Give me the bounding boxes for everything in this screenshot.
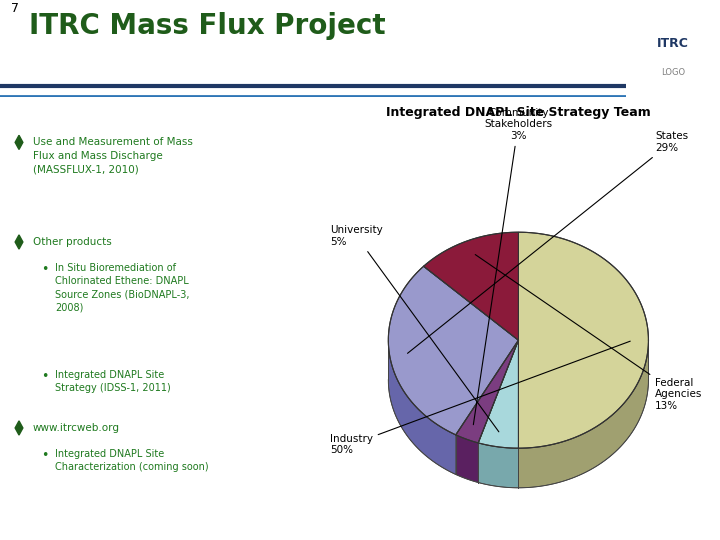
- Polygon shape: [423, 232, 518, 340]
- Text: www.itrcweb.org: www.itrcweb.org: [33, 423, 120, 433]
- Text: Use and Measurement of Mass
Flux and Mass Discharge
(MASSFLUX-1, 2010): Use and Measurement of Mass Flux and Mas…: [33, 137, 193, 174]
- Text: Community
Stakeholders
3%: Community Stakeholders 3%: [473, 107, 552, 424]
- Text: Federal
Agencies
13%: Federal Agencies 13%: [475, 254, 702, 411]
- Polygon shape: [15, 421, 23, 435]
- Polygon shape: [518, 232, 649, 448]
- Polygon shape: [15, 235, 23, 249]
- Text: Integrated DNAPL Site Strategy Team: Integrated DNAPL Site Strategy Team: [386, 106, 651, 119]
- Polygon shape: [15, 136, 23, 150]
- Text: ITRC Mass Flux Project: ITRC Mass Flux Project: [29, 12, 385, 40]
- Text: Integrated DNAPL Site
Characterization (coming soon): Integrated DNAPL Site Characterization (…: [55, 449, 209, 472]
- Polygon shape: [388, 266, 518, 435]
- Polygon shape: [388, 341, 456, 475]
- Text: LOGO: LOGO: [661, 69, 685, 77]
- Polygon shape: [456, 340, 518, 443]
- Text: •: •: [42, 449, 49, 462]
- Text: Other products: Other products: [33, 237, 112, 247]
- Polygon shape: [478, 340, 518, 448]
- Text: •: •: [42, 369, 49, 382]
- Text: In Situ Bioremediation of
Chlorinated Ethene: DNAPL
Source Zones (BioDNAPL-3,
20: In Situ Bioremediation of Chlorinated Et…: [55, 263, 190, 313]
- Text: Integrated DNAPL Site
Strategy (IDSS-1, 2011): Integrated DNAPL Site Strategy (IDSS-1, …: [55, 369, 171, 393]
- Text: University
5%: University 5%: [330, 225, 499, 432]
- Text: •: •: [42, 263, 49, 276]
- Text: Industry
50%: Industry 50%: [330, 341, 630, 455]
- Polygon shape: [478, 443, 518, 488]
- Text: ITRC: ITRC: [657, 37, 689, 50]
- Text: 7: 7: [11, 2, 19, 15]
- Polygon shape: [518, 342, 649, 488]
- Text: States
29%: States 29%: [408, 131, 688, 353]
- Polygon shape: [456, 435, 478, 483]
